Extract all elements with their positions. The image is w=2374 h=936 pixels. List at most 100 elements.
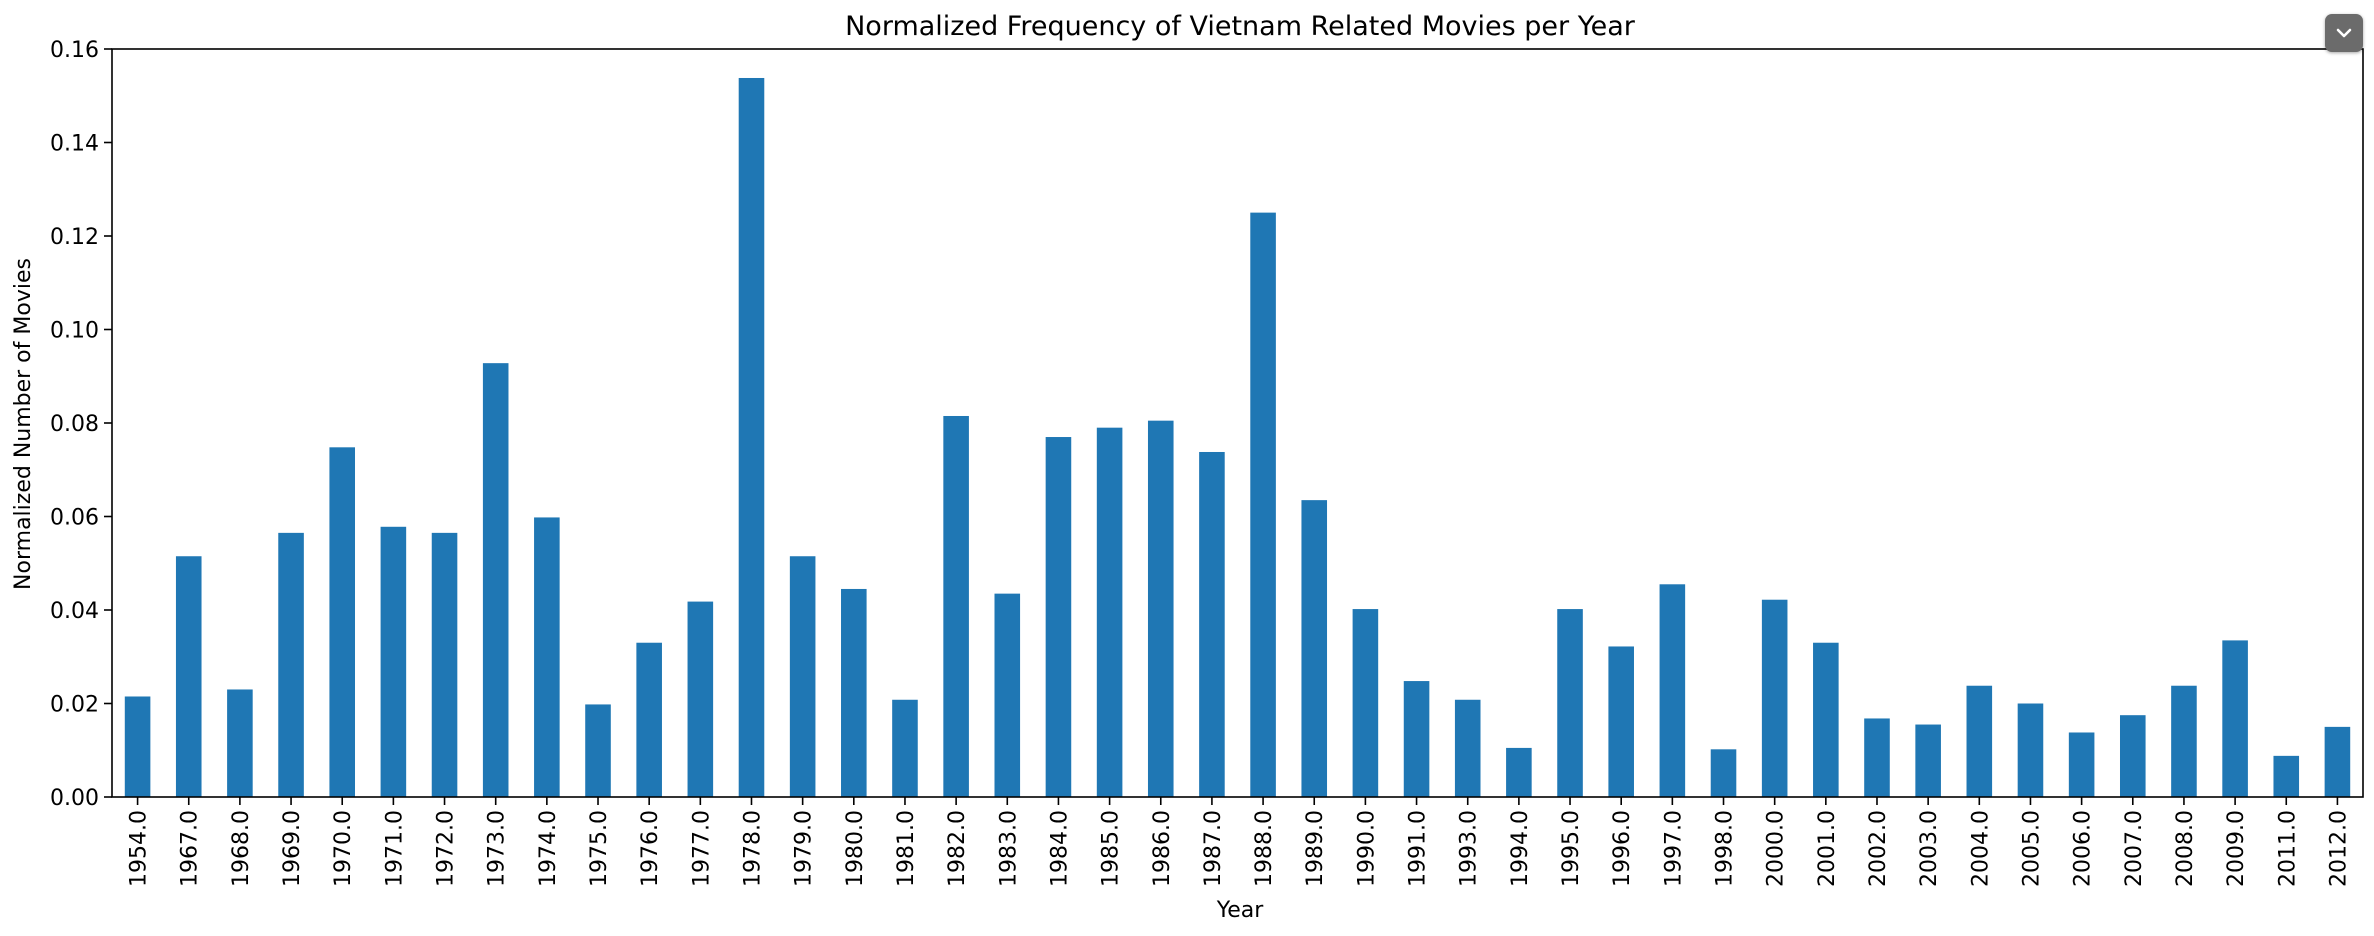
y-tick-label: 0.12 (50, 225, 99, 250)
bar-1995.0 (1557, 609, 1583, 797)
x-tick-label: 1986.0 (1150, 810, 1175, 887)
bar-1986.0 (1147, 420, 1174, 797)
x-tick-label: 1968.0 (229, 810, 254, 887)
bar-1985.0 (1096, 427, 1123, 797)
x-tick-label: 1975.0 (587, 810, 612, 887)
bar-2006.0 (2068, 732, 2095, 797)
x-tick-label: 1977.0 (689, 810, 714, 887)
bar-2007.0 (2119, 715, 2146, 797)
x-tick-label: 1972.0 (434, 810, 459, 887)
x-tick-label: 2002.0 (1866, 810, 1891, 887)
y-tick-label: 0.00 (50, 786, 99, 811)
x-tick-label: 1980.0 (843, 810, 868, 887)
y-tick-label: 0.16 (50, 38, 99, 63)
x-tick-label: 2005.0 (2019, 810, 2044, 887)
bar-2011.0 (2273, 755, 2300, 797)
x-tick-label: 2006.0 (2071, 810, 2096, 887)
bar-1997.0 (1659, 584, 1686, 797)
bar-2012.0 (2324, 726, 2351, 797)
bar-1978.0 (738, 77, 765, 798)
bar-2000.0 (1761, 599, 1788, 797)
bar-1993.0 (1454, 699, 1481, 797)
x-tick-label: 1981.0 (894, 810, 919, 887)
plot-frame (111, 48, 2364, 798)
x-tick-label: 1982.0 (945, 810, 970, 887)
bar-2009.0 (2222, 640, 2248, 797)
x-tick-label: 2001.0 (1815, 810, 1840, 887)
bar-2005.0 (2017, 703, 2044, 797)
bar-1971.0 (380, 526, 407, 797)
x-tick-label: 1985.0 (1099, 810, 1124, 887)
x-tick-label: 1974.0 (536, 810, 561, 887)
x-tick-label: 1997.0 (1661, 810, 1686, 887)
bar-1994.0 (1506, 747, 1532, 797)
y-axis-label: Normalized Number of Movies (11, 258, 36, 590)
bar-1980.0 (841, 588, 867, 797)
x-tick-label: 1998.0 (1713, 810, 1738, 887)
y-tick-label: 0.04 (50, 599, 99, 624)
bar-2001.0 (1813, 642, 1839, 797)
bar-1967.0 (175, 556, 202, 797)
bars-group (124, 77, 2351, 798)
y-tick-label: 0.10 (50, 319, 99, 344)
x-tick-label: 1994.0 (1508, 810, 1533, 887)
x-tick-label: 2007.0 (2122, 810, 2147, 887)
x-tick-label: 2004.0 (1968, 810, 1993, 887)
x-tick-label: 1976.0 (638, 810, 663, 887)
x-tick-label: 1996.0 (1610, 810, 1635, 887)
bar-1989.0 (1301, 500, 1328, 797)
x-tick-label: 1983.0 (996, 810, 1021, 887)
x-tick-label: 1987.0 (1201, 810, 1226, 887)
x-tick-label: 1989.0 (1303, 810, 1328, 887)
bar-1998.0 (1710, 749, 1737, 797)
bar-1968.0 (227, 689, 253, 797)
bar-1982.0 (943, 415, 969, 797)
x-tick-label: 1973.0 (485, 810, 510, 887)
x-axis-label: Year (1216, 898, 1265, 923)
collapse-output-button[interactable] (2325, 14, 2363, 52)
x-tick-label: 2011.0 (2275, 810, 2300, 887)
bar-1987.0 (1199, 451, 1225, 797)
x-tick-label: 1990.0 (1354, 810, 1379, 887)
x-tick-label: 1969.0 (280, 810, 305, 887)
x-tick-label: 2012.0 (2326, 810, 2351, 887)
bar-1969.0 (278, 532, 304, 797)
x-tick-label: 1954.0 (127, 810, 152, 887)
x-tick-label: 1988.0 (1252, 810, 1277, 887)
bar-1954.0 (124, 696, 151, 797)
bar-1976.0 (636, 642, 662, 797)
x-tick-label: 1991.0 (1406, 810, 1431, 887)
bar-2003.0 (1915, 724, 1941, 797)
bar-1979.0 (789, 556, 816, 797)
x-tick-label: 1995.0 (1559, 810, 1584, 887)
bar-1996.0 (1608, 646, 1634, 797)
x-tick-label: 2003.0 (1917, 810, 1942, 887)
x-tick-label: 2008.0 (2173, 810, 2198, 887)
bar-1970.0 (329, 447, 356, 797)
x-tick-label: 2000.0 (1764, 810, 1789, 887)
bar-1973.0 (482, 363, 509, 797)
x-tick-label: 1979.0 (792, 810, 817, 887)
bar-1991.0 (1403, 681, 1430, 797)
x-tick-label: 1993.0 (1457, 810, 1482, 887)
bar-2004.0 (1966, 685, 1993, 797)
y-axis-ticks: 0.00 0.02 0.04 0.06 0.08 0.10 0.12 0.14 0.16 (50, 38, 112, 811)
x-tick-label: 1984.0 (1047, 810, 1072, 887)
bar-1990.0 (1352, 609, 1379, 797)
x-tick-label: 1970.0 (331, 810, 356, 887)
bar-1974.0 (534, 517, 560, 797)
bar-1977.0 (687, 601, 714, 797)
chart-title: Normalized Frequency of Vietnam Related … (845, 11, 1636, 42)
bar-2002.0 (1864, 718, 1890, 797)
y-tick-label: 0.06 (50, 506, 99, 531)
x-tick-label: 1971.0 (382, 810, 407, 887)
x-axis-ticks: 1954.0 1967.0 1968.0 1969.0 1970.0 1971.0 1972… (127, 797, 2351, 887)
x-tick-label: 1978.0 (740, 810, 765, 887)
y-tick-label: 0.08 (50, 412, 99, 437)
bar-1972.0 (431, 532, 458, 797)
bar-1984.0 (1045, 437, 1072, 797)
x-tick-label: 1967.0 (178, 810, 203, 887)
y-tick-label: 0.14 (50, 132, 99, 157)
bar-1975.0 (585, 704, 611, 797)
